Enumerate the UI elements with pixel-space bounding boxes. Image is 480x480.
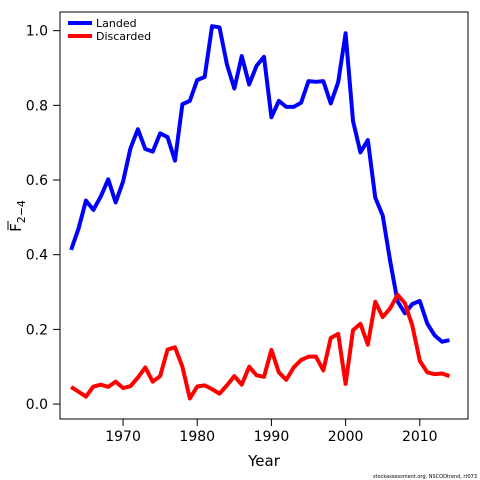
plot-frame — [59, 11, 469, 420]
legend-label-discarded: Discarded — [96, 30, 151, 43]
legend: Landed Discarded — [68, 17, 151, 43]
svg-text:F2−4: F2−4 — [7, 200, 28, 232]
credit-text: stockassessment.org, NSCODtrend, rt073 — [373, 474, 477, 480]
x-tick-label: 2000 — [328, 429, 364, 445]
series-line-discarded — [70, 292, 451, 401]
x-tick-label: 1990 — [254, 429, 290, 445]
y-axis-title-main: F — [7, 223, 25, 232]
x-axis: 1970 1980 1990 2000 2010 — [105, 419, 438, 445]
y-tick-label: 1.0 — [26, 24, 48, 40]
y-tick-label: 0.2 — [26, 322, 48, 338]
x-tick-label: 1970 — [105, 429, 141, 445]
x-tick-label: 2010 — [402, 429, 438, 445]
y-tick-label: 0.0 — [26, 397, 48, 413]
series-line-landed — [69, 24, 450, 344]
y-axis-title-sub: 2−4 — [15, 200, 28, 223]
y-tick-label: 0.6 — [26, 173, 48, 189]
y-tick-label: 0.8 — [26, 98, 48, 114]
y-axis: 0.0 0.2 0.4 0.6 0.8 1.0 — [26, 24, 60, 413]
legend-label-landed: Landed — [96, 17, 137, 30]
series-layer — [69, 24, 451, 401]
y-tick-label: 0.4 — [26, 248, 48, 264]
x-tick-label: 1980 — [179, 429, 215, 445]
x-axis-title: Year — [247, 452, 281, 470]
y-axis-title: F2−4 — [7, 200, 28, 232]
